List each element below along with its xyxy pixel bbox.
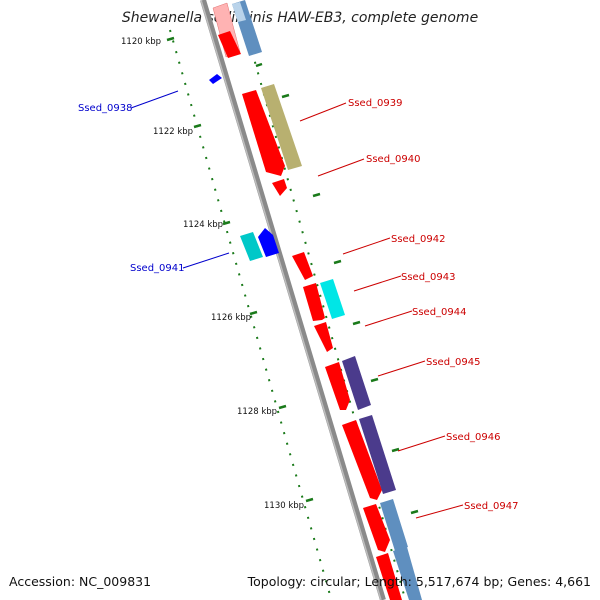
feature-red-top bbox=[218, 31, 241, 58]
scale-label-1120: 1120 kbp bbox=[121, 37, 161, 47]
genome-title: Shewanella sediminis HAW-EB3, complete g… bbox=[122, 10, 478, 26]
gene-label-ssed-0945: Ssed_0945 bbox=[426, 357, 481, 368]
cyan-feature-0943 bbox=[320, 279, 345, 319]
inner-ruler-ticks bbox=[166, 36, 314, 503]
gene-label-ssed-0938: Ssed_0938 bbox=[78, 103, 133, 114]
cds-ssed-0945 bbox=[325, 362, 350, 410]
cds-ssed-0939 bbox=[242, 90, 285, 176]
steelblue-feature-0947 bbox=[380, 499, 408, 551]
gene-labels: Ssed_0939 Ssed_0940 Ssed_0942 Ssed_0943 … bbox=[78, 98, 519, 512]
cds-ssed-0941 bbox=[258, 228, 279, 257]
feature-steelblue-bottom bbox=[393, 547, 422, 600]
cds-ssed-0940 bbox=[272, 179, 287, 196]
gene-label-ssed-0942: Ssed_0942 bbox=[391, 234, 446, 245]
cds-ssed-0947 bbox=[363, 504, 390, 552]
feature-lightblue-top bbox=[232, 2, 246, 22]
gene-label-ssed-0944: Ssed_0944 bbox=[412, 307, 467, 318]
purple-feature-0946 bbox=[359, 415, 396, 494]
cds-ssed-0942 bbox=[292, 252, 313, 280]
scale-label-1128: 1128 kbp bbox=[237, 407, 277, 417]
cyan-feature-0941 bbox=[240, 232, 263, 261]
scale-label-1130: 1130 kbp bbox=[264, 501, 304, 511]
olive-feature-0939 bbox=[261, 84, 302, 170]
summary-text: Topology: circular; Length: 5,517,674 bp… bbox=[247, 574, 591, 589]
inner-features bbox=[209, 74, 279, 261]
gene-label-ssed-0940: Ssed_0940 bbox=[366, 154, 421, 165]
accession-text: Accession: NC_009831 bbox=[9, 574, 151, 589]
gene-label-ssed-0946: Ssed_0946 bbox=[446, 432, 501, 443]
scale-label-1122: 1122 kbp bbox=[153, 127, 193, 137]
feature-red-bottom bbox=[376, 553, 402, 600]
gene-label-ssed-0947: Ssed_0947 bbox=[464, 501, 519, 512]
gene-label-ssed-0939: Ssed_0939 bbox=[348, 98, 403, 109]
gene-label-ssed-0941: Ssed_0941 bbox=[130, 263, 185, 274]
scale-label-1124: 1124 kbp bbox=[183, 220, 223, 230]
purple-feature-0945 bbox=[342, 356, 371, 410]
cds-ssed-0944 bbox=[314, 322, 333, 352]
cds-ssed-0943 bbox=[303, 283, 325, 321]
cds-ssed-0938 bbox=[209, 74, 222, 84]
genome-backbone bbox=[200, 0, 386, 600]
outer-features bbox=[212, 0, 422, 600]
gene-label-ssed-0943: Ssed_0943 bbox=[401, 272, 456, 283]
cds-ssed-0946 bbox=[342, 420, 382, 500]
outer-ruler-ticks bbox=[255, 62, 419, 515]
label-leaders bbox=[130, 90, 464, 519]
scale-label-1126: 1126 kbp bbox=[211, 313, 251, 323]
scale-labels: 1120 kbp 1122 kbp 1124 kbp 1126 kbp 1128… bbox=[121, 37, 304, 511]
